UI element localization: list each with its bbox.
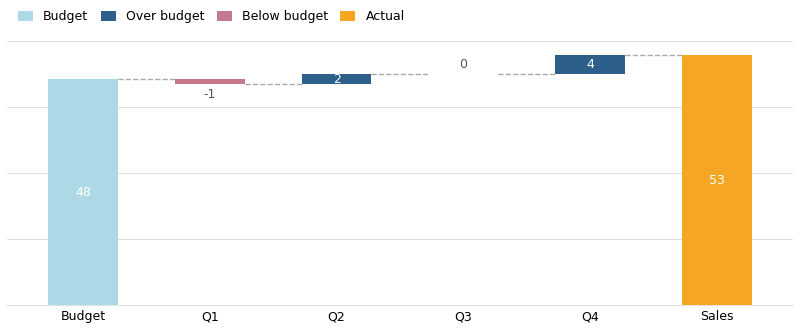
Bar	[555, 55, 625, 74]
Text: 2: 2	[333, 73, 341, 85]
Bar	[302, 74, 371, 84]
Legend: Budget, Over budget, Below budget, Actual: Budget, Over budget, Below budget, Actua…	[13, 5, 410, 28]
Bar	[682, 55, 752, 305]
Text: 4: 4	[586, 58, 594, 71]
Text: 53: 53	[709, 174, 725, 187]
Bar	[48, 79, 118, 305]
Text: 48: 48	[75, 185, 91, 199]
Bar	[175, 79, 245, 84]
Text: -1: -1	[204, 87, 216, 101]
Text: 0: 0	[459, 57, 467, 71]
